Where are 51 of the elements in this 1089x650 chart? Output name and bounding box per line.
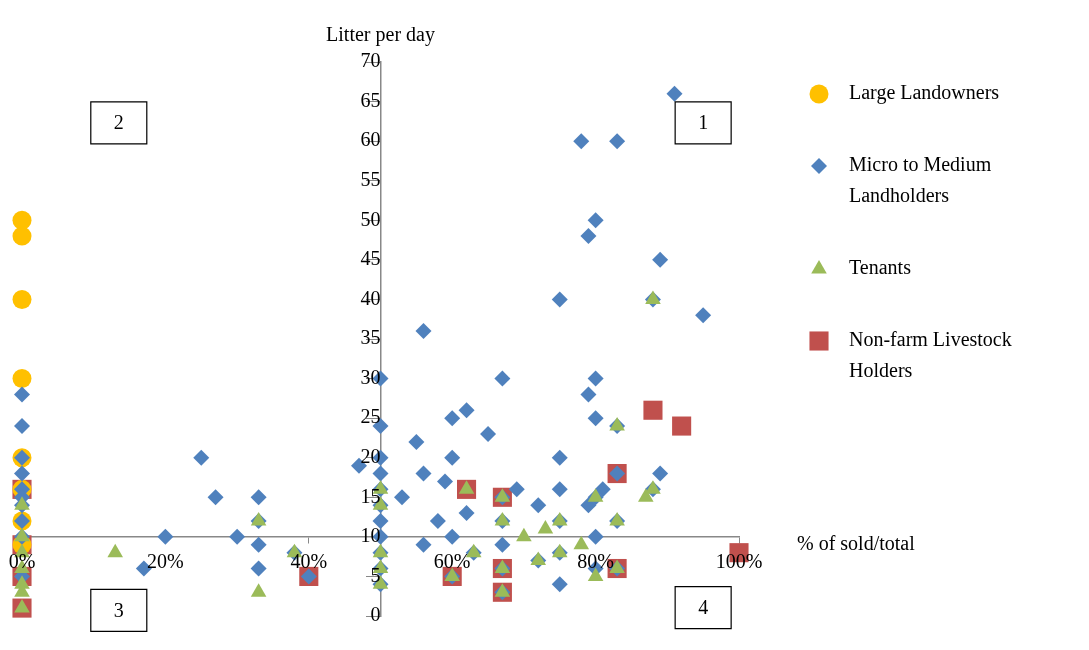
- point: [609, 417, 625, 431]
- point: [645, 480, 661, 494]
- point: [573, 535, 590, 550]
- point: [12, 210, 32, 230]
- point: [516, 527, 532, 542]
- point: [12, 369, 32, 389]
- x-tick-label: 80%: [577, 550, 614, 573]
- point: [458, 480, 475, 494]
- x-tick-label: 60%: [433, 550, 471, 573]
- point: [494, 488, 511, 502]
- annotation: 3: [113, 598, 124, 621]
- point: [672, 416, 692, 436]
- x-tick-label: 20%: [147, 550, 184, 573]
- y-tick-label: 25: [360, 405, 381, 428]
- point: [12, 226, 32, 246]
- x-tick-label: 40%: [290, 550, 328, 573]
- y-tick-label: 40: [360, 286, 381, 309]
- y-tick-label: 50: [360, 207, 381, 230]
- x-tick-label: 0%: [8, 550, 36, 573]
- y-tick-label: 60: [360, 128, 381, 151]
- y-tick-label: 35: [360, 326, 381, 349]
- point: [107, 543, 123, 558]
- legend-label: Large Landowners: [849, 81, 1000, 105]
- point: [551, 512, 568, 526]
- point: [645, 290, 661, 304]
- point: [609, 512, 625, 526]
- annotation: 2: [113, 111, 124, 134]
- point: [250, 512, 267, 526]
- annotation: 1: [698, 111, 709, 134]
- y-tick-label: 0: [370, 603, 381, 626]
- y-tick-label: 65: [360, 88, 381, 111]
- annotation: 4: [698, 595, 709, 618]
- y-tick-label: 55: [360, 167, 381, 190]
- legend-label: Tenants: [849, 256, 912, 279]
- y-tick-label: 15: [360, 484, 381, 507]
- y-tick-label: 45: [360, 247, 381, 270]
- point: [444, 567, 460, 581]
- legend-label: Non-farm Livestock Holders: [849, 328, 1012, 382]
- point: [643, 400, 663, 420]
- point: [638, 488, 654, 502]
- y-tick-label: 70: [360, 49, 381, 72]
- point: [12, 289, 32, 309]
- legend-label: Micro to Medium Landholders: [849, 153, 992, 207]
- x-tick-label: 100%: [715, 550, 763, 573]
- x-axis-title: % of sold/total: [797, 532, 916, 555]
- y-axis-title: Litter per day: [326, 23, 435, 47]
- point: [537, 519, 554, 534]
- point: [14, 599, 30, 613]
- point: [250, 583, 267, 597]
- point: [494, 512, 511, 526]
- point: [494, 583, 511, 597]
